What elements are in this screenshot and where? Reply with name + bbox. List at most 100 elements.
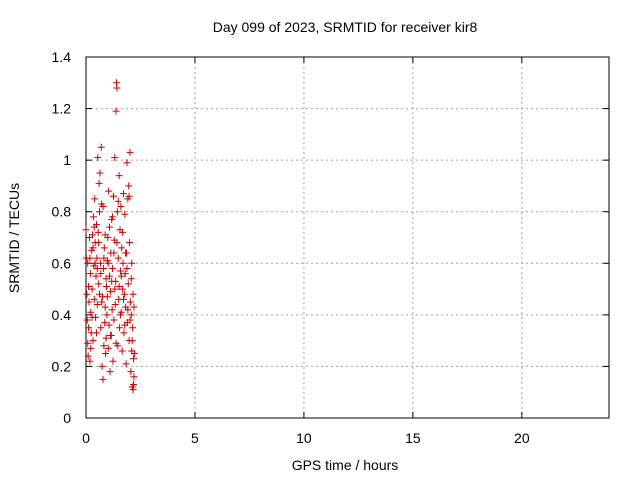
y-axis-title: SRMTID / TECUs bbox=[6, 183, 22, 293]
data-point bbox=[111, 154, 119, 162]
data-point bbox=[84, 259, 92, 267]
data-point bbox=[109, 192, 117, 200]
data-point bbox=[96, 169, 104, 177]
data-point bbox=[98, 298, 106, 306]
data-point bbox=[100, 254, 108, 262]
data-point bbox=[94, 228, 102, 236]
data-point bbox=[110, 316, 118, 324]
data-point bbox=[97, 324, 105, 332]
data-point bbox=[113, 84, 121, 92]
data-point bbox=[98, 362, 106, 370]
data-point bbox=[127, 275, 135, 283]
data-point bbox=[105, 187, 113, 195]
data-point bbox=[86, 254, 94, 262]
data-point bbox=[108, 306, 116, 314]
data-point bbox=[120, 329, 128, 337]
data-point bbox=[115, 282, 123, 290]
data-point bbox=[128, 259, 136, 267]
data-point bbox=[94, 154, 102, 162]
data-point bbox=[116, 267, 124, 275]
y-tick-label: 0 bbox=[63, 410, 71, 426]
data-point bbox=[99, 375, 107, 383]
x-tick-label: 20 bbox=[514, 430, 530, 446]
y-tick-label: 0.6 bbox=[52, 255, 72, 271]
data-point bbox=[126, 239, 134, 247]
x-tick-label: 10 bbox=[296, 430, 312, 446]
data-point bbox=[106, 223, 114, 231]
data-point bbox=[114, 197, 122, 205]
data-point bbox=[87, 344, 95, 352]
data-point bbox=[130, 350, 138, 358]
data-point bbox=[101, 303, 109, 311]
x-tick-label: 15 bbox=[405, 430, 421, 446]
data-point bbox=[97, 143, 105, 151]
data-point bbox=[101, 231, 109, 239]
data-point bbox=[126, 298, 134, 306]
data-point bbox=[129, 290, 137, 298]
data-point bbox=[125, 182, 133, 190]
data-point bbox=[118, 244, 126, 252]
data-point bbox=[106, 288, 114, 296]
data-point bbox=[106, 331, 114, 339]
data-point bbox=[93, 254, 101, 262]
data-point bbox=[95, 280, 103, 288]
data-point bbox=[116, 324, 124, 332]
data-point bbox=[96, 290, 104, 298]
data-point bbox=[96, 208, 104, 216]
y-tick-label: 1.4 bbox=[52, 49, 72, 65]
data-point bbox=[106, 368, 114, 376]
data-point bbox=[121, 210, 129, 218]
y-tick-label: 0.2 bbox=[52, 358, 72, 374]
data-point bbox=[104, 259, 112, 267]
y-tick-label: 1 bbox=[63, 152, 71, 168]
data-point bbox=[119, 190, 127, 198]
data-point bbox=[100, 244, 108, 252]
data-point bbox=[84, 352, 92, 360]
data-point bbox=[100, 342, 108, 350]
data-point bbox=[113, 239, 121, 247]
data-point bbox=[83, 290, 91, 298]
data-point bbox=[102, 334, 110, 342]
data-point bbox=[103, 311, 111, 319]
data-point bbox=[89, 337, 97, 345]
data-point bbox=[111, 285, 119, 293]
y-tick-label: 0.4 bbox=[52, 307, 72, 323]
data-point bbox=[108, 277, 116, 285]
x-tick-label: 5 bbox=[191, 430, 199, 446]
data-point bbox=[124, 306, 132, 314]
data-point bbox=[125, 192, 133, 200]
y-axis-ticks: 0 0.2 0.4 0.6 0.8 1 1.2 1.4 bbox=[52, 49, 609, 426]
data-point bbox=[109, 264, 117, 272]
data-point bbox=[119, 228, 127, 236]
data-point bbox=[122, 360, 130, 368]
data-point bbox=[95, 179, 103, 187]
data-point bbox=[87, 308, 95, 316]
data-point bbox=[127, 368, 135, 376]
data-point bbox=[109, 357, 117, 365]
data-point bbox=[118, 347, 126, 355]
data-point bbox=[129, 324, 137, 332]
data-point bbox=[85, 324, 93, 332]
data-point bbox=[121, 270, 129, 278]
chart-title: Day 099 of 2023, SRMTID for receiver kir… bbox=[213, 19, 478, 35]
data-point bbox=[114, 254, 122, 262]
data-point bbox=[95, 239, 103, 247]
data-point bbox=[124, 280, 132, 288]
data-point bbox=[109, 213, 117, 221]
data-points bbox=[82, 79, 138, 394]
data-point bbox=[121, 321, 129, 329]
y-tick-label: 0.8 bbox=[52, 204, 72, 220]
data-point bbox=[93, 301, 101, 309]
data-point bbox=[117, 203, 125, 211]
data-point bbox=[130, 355, 138, 363]
data-point bbox=[111, 301, 119, 309]
data-point bbox=[82, 226, 90, 234]
data-point bbox=[86, 270, 94, 278]
data-point bbox=[104, 344, 112, 352]
data-point bbox=[92, 272, 100, 280]
data-point bbox=[112, 107, 120, 115]
data-point bbox=[97, 270, 105, 278]
data-point bbox=[90, 223, 98, 231]
data-point bbox=[113, 208, 121, 216]
